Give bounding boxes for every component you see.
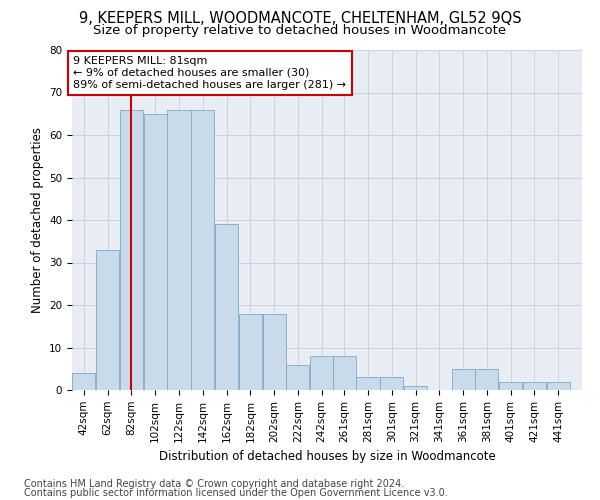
Bar [239, 314, 262, 390]
Bar [263, 314, 286, 390]
Text: Contains HM Land Registry data © Crown copyright and database right 2024.: Contains HM Land Registry data © Crown c… [24, 479, 404, 489]
Bar [547, 382, 570, 390]
X-axis label: Distribution of detached houses by size in Woodmancote: Distribution of detached houses by size … [158, 450, 496, 463]
Bar [72, 373, 95, 390]
Text: 9 KEEPERS MILL: 81sqm
← 9% of detached houses are smaller (30)
89% of semi-detac: 9 KEEPERS MILL: 81sqm ← 9% of detached h… [73, 56, 346, 90]
Bar [310, 356, 333, 390]
Bar [523, 382, 546, 390]
Bar [167, 110, 191, 390]
Bar [143, 114, 167, 390]
Text: Contains public sector information licensed under the Open Government Licence v3: Contains public sector information licen… [24, 488, 448, 498]
Bar [120, 110, 143, 390]
Bar [475, 369, 499, 390]
Bar [96, 250, 119, 390]
Bar [499, 382, 522, 390]
Bar [215, 224, 238, 390]
Bar [404, 386, 427, 390]
Bar [356, 378, 380, 390]
Bar [332, 356, 356, 390]
Text: Size of property relative to detached houses in Woodmancote: Size of property relative to detached ho… [94, 24, 506, 37]
Y-axis label: Number of detached properties: Number of detached properties [31, 127, 44, 313]
Bar [380, 378, 403, 390]
Text: 9, KEEPERS MILL, WOODMANCOTE, CHELTENHAM, GL52 9QS: 9, KEEPERS MILL, WOODMANCOTE, CHELTENHAM… [79, 11, 521, 26]
Bar [452, 369, 475, 390]
Bar [286, 364, 310, 390]
Bar [191, 110, 214, 390]
